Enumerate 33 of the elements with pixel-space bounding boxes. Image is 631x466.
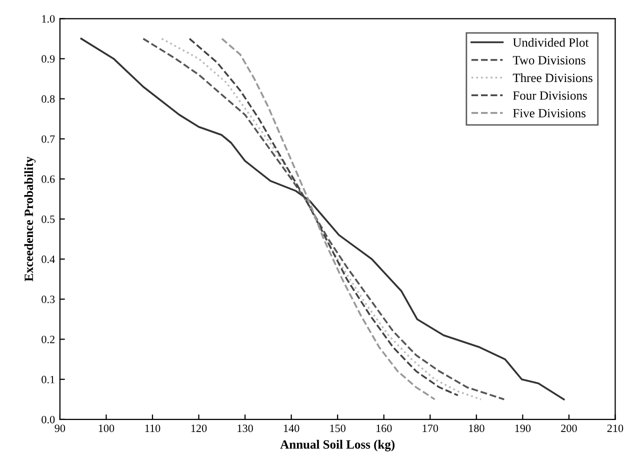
x-tick-label: 170 — [422, 424, 438, 432]
legend-label: Three Divisions — [512, 73, 592, 82]
y-axis-title: Exceedence Probability — [24, 156, 36, 282]
legend-label: Two Divisions — [512, 56, 586, 64]
y-tick-label: 0.1 — [42, 376, 54, 384]
y-tick-label: 0.8 — [42, 95, 55, 103]
y-tick-label: 0.3 — [42, 296, 55, 304]
y-tick-label: 0.4 — [42, 256, 55, 264]
legend-label: Five Divisions — [513, 109, 586, 118]
y-tick-label: 0.7 — [42, 135, 55, 143]
x-tick-label: 120 — [191, 424, 207, 432]
x-tick-label: 100 — [98, 424, 114, 432]
x-tick-label: 160 — [376, 424, 392, 432]
x-tick-label: 140 — [284, 424, 300, 432]
line-series — [188, 38, 459, 396]
x-tick-label: 180 — [469, 424, 484, 432]
legend-label: Four Divisions — [513, 91, 587, 100]
x-tick-label: 210 — [607, 424, 624, 432]
line-series — [220, 38, 436, 400]
x-tick-label: 110 — [145, 424, 160, 432]
y-tick-label: 0.0 — [42, 416, 55, 424]
x-tick-label: 130 — [238, 424, 253, 432]
x-tick-label: 200 — [561, 424, 577, 432]
y-tick-label: 1.0 — [42, 15, 55, 23]
y-tick-label: 0.9 — [42, 55, 55, 63]
y-tick-label: 0.6 — [42, 175, 55, 183]
y-tick-label: 0.2 — [42, 336, 54, 344]
x-tick-label: 190 — [515, 424, 531, 432]
x-tick-label: 90 — [54, 424, 66, 432]
x-tick-label: 150 — [330, 424, 346, 432]
legend-label: Undivided Plot — [512, 38, 589, 47]
y-tick-label: 0.5 — [42, 215, 55, 224]
x-axis-title: Annual Soil Loss (kg) — [280, 440, 395, 452]
